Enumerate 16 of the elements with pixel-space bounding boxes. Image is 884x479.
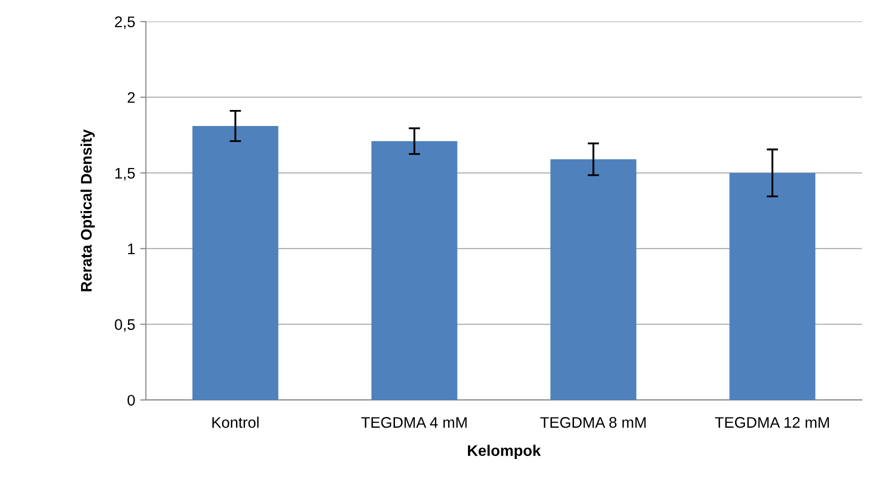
- y-tick-label: 1,5: [115, 168, 135, 180]
- x-axis-title: Kelompok: [468, 444, 541, 460]
- y-tick-label: 0,5: [114, 319, 135, 332]
- x-tick-label: Kontrol: [212, 416, 259, 428]
- y-tick-label: 2,5: [114, 16, 135, 30]
- bar: [729, 172, 816, 400]
- bar: [550, 159, 636, 400]
- y-tick-label: 0: [128, 394, 135, 406]
- x-tick-label: TEGDMA 4 mM: [361, 417, 467, 428]
- bar: [192, 126, 278, 400]
- y-tick-label: 2: [128, 92, 135, 103]
- x-tick-label: TEGDMA 12 mM: [715, 417, 829, 428]
- y-tick-label: 1: [128, 244, 135, 254]
- x-tick-label: TEGDMA 8 mM: [540, 417, 646, 428]
- bar: [371, 141, 458, 400]
- y-axis-title: Rerata Optical Density: [80, 129, 95, 292]
